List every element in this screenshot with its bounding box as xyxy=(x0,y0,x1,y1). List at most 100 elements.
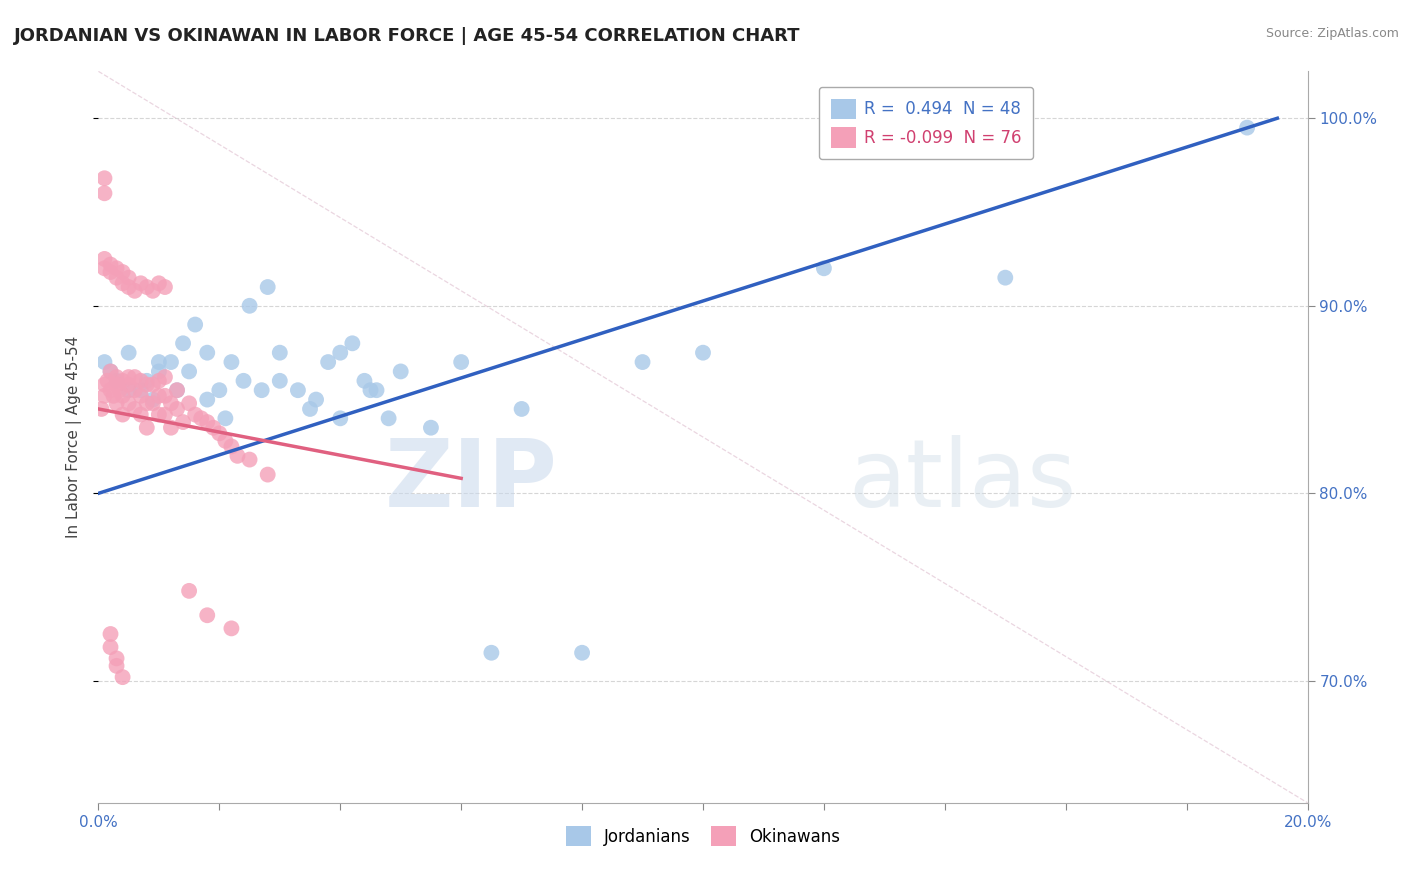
Point xyxy=(129,389,152,403)
Point xyxy=(111,265,134,279)
Point xyxy=(129,374,152,388)
Point xyxy=(111,277,134,291)
Point xyxy=(100,258,122,272)
Point xyxy=(108,383,131,397)
Point xyxy=(100,627,122,641)
Point xyxy=(129,277,152,291)
Point xyxy=(195,415,218,429)
Point xyxy=(221,621,243,635)
Point xyxy=(111,408,134,422)
Point xyxy=(142,392,165,407)
Point xyxy=(329,411,352,425)
Point xyxy=(124,284,146,298)
Point xyxy=(1236,120,1258,135)
Point xyxy=(96,374,118,388)
Point xyxy=(221,355,243,369)
Point xyxy=(360,383,382,397)
Point xyxy=(111,389,134,403)
Point xyxy=(481,646,503,660)
Point xyxy=(100,265,122,279)
Point xyxy=(118,396,141,410)
Point xyxy=(153,408,176,422)
Point xyxy=(179,364,201,378)
Point xyxy=(269,345,291,359)
Point xyxy=(93,377,115,392)
Point xyxy=(135,377,157,392)
Point xyxy=(160,355,183,369)
Point xyxy=(631,355,654,369)
Point xyxy=(100,364,122,378)
Point xyxy=(93,252,115,266)
Point xyxy=(184,318,207,332)
Point xyxy=(813,261,835,276)
Point xyxy=(148,277,170,291)
Point xyxy=(105,396,128,410)
Point xyxy=(166,401,188,416)
Point xyxy=(148,364,170,378)
Point xyxy=(142,396,165,410)
Point xyxy=(269,374,291,388)
Point xyxy=(420,420,443,434)
Point xyxy=(239,452,262,467)
Point xyxy=(166,383,188,397)
Point xyxy=(195,345,218,359)
Point xyxy=(160,396,183,410)
Point xyxy=(103,389,125,403)
Point xyxy=(226,449,249,463)
Point xyxy=(148,374,170,388)
Point xyxy=(153,280,176,294)
Point xyxy=(329,345,352,359)
Point xyxy=(510,401,533,416)
Point xyxy=(124,383,146,397)
Point xyxy=(377,411,399,425)
Point xyxy=(135,374,157,388)
Point xyxy=(172,415,194,429)
Point xyxy=(105,377,128,392)
Point xyxy=(184,408,207,422)
Text: Source: ZipAtlas.com: Source: ZipAtlas.com xyxy=(1265,27,1399,40)
Legend: Jordanians, Okinawans: Jordanians, Okinawans xyxy=(560,820,846,853)
Text: JORDANIAN VS OKINAWAN IN LABOR FORCE | AGE 45-54 CORRELATION CHART: JORDANIAN VS OKINAWAN IN LABOR FORCE | A… xyxy=(14,27,800,45)
Point xyxy=(142,377,165,392)
Point xyxy=(153,389,176,403)
Point xyxy=(100,383,122,397)
Point xyxy=(135,396,157,410)
Point xyxy=(129,383,152,397)
Point xyxy=(105,659,128,673)
Point xyxy=(342,336,364,351)
Point xyxy=(353,374,375,388)
Point xyxy=(389,364,412,378)
Point xyxy=(166,383,188,397)
Y-axis label: In Labor Force | Age 45-54: In Labor Force | Age 45-54 xyxy=(66,336,83,538)
Point xyxy=(111,670,134,684)
Point xyxy=(93,355,115,369)
Point xyxy=(124,401,146,416)
Point xyxy=(195,608,218,623)
Point xyxy=(118,370,141,384)
Point xyxy=(994,270,1017,285)
Point xyxy=(118,280,141,294)
Point xyxy=(195,392,218,407)
Point xyxy=(287,383,309,397)
Point xyxy=(93,389,115,403)
Point xyxy=(366,383,388,397)
Point xyxy=(256,467,278,482)
Point xyxy=(692,345,714,359)
Point xyxy=(135,420,157,434)
Point xyxy=(299,401,322,416)
Point xyxy=(153,370,176,384)
Point xyxy=(179,583,201,598)
Point xyxy=(190,411,212,425)
Point xyxy=(118,345,141,359)
Point xyxy=(100,640,122,654)
Point xyxy=(172,336,194,351)
Point xyxy=(305,392,328,407)
Point xyxy=(118,377,141,392)
Point xyxy=(93,261,115,276)
Point xyxy=(105,370,128,384)
Point xyxy=(160,420,183,434)
Point xyxy=(105,261,128,276)
Point xyxy=(208,383,231,397)
Point xyxy=(221,440,243,454)
Point xyxy=(93,171,115,186)
